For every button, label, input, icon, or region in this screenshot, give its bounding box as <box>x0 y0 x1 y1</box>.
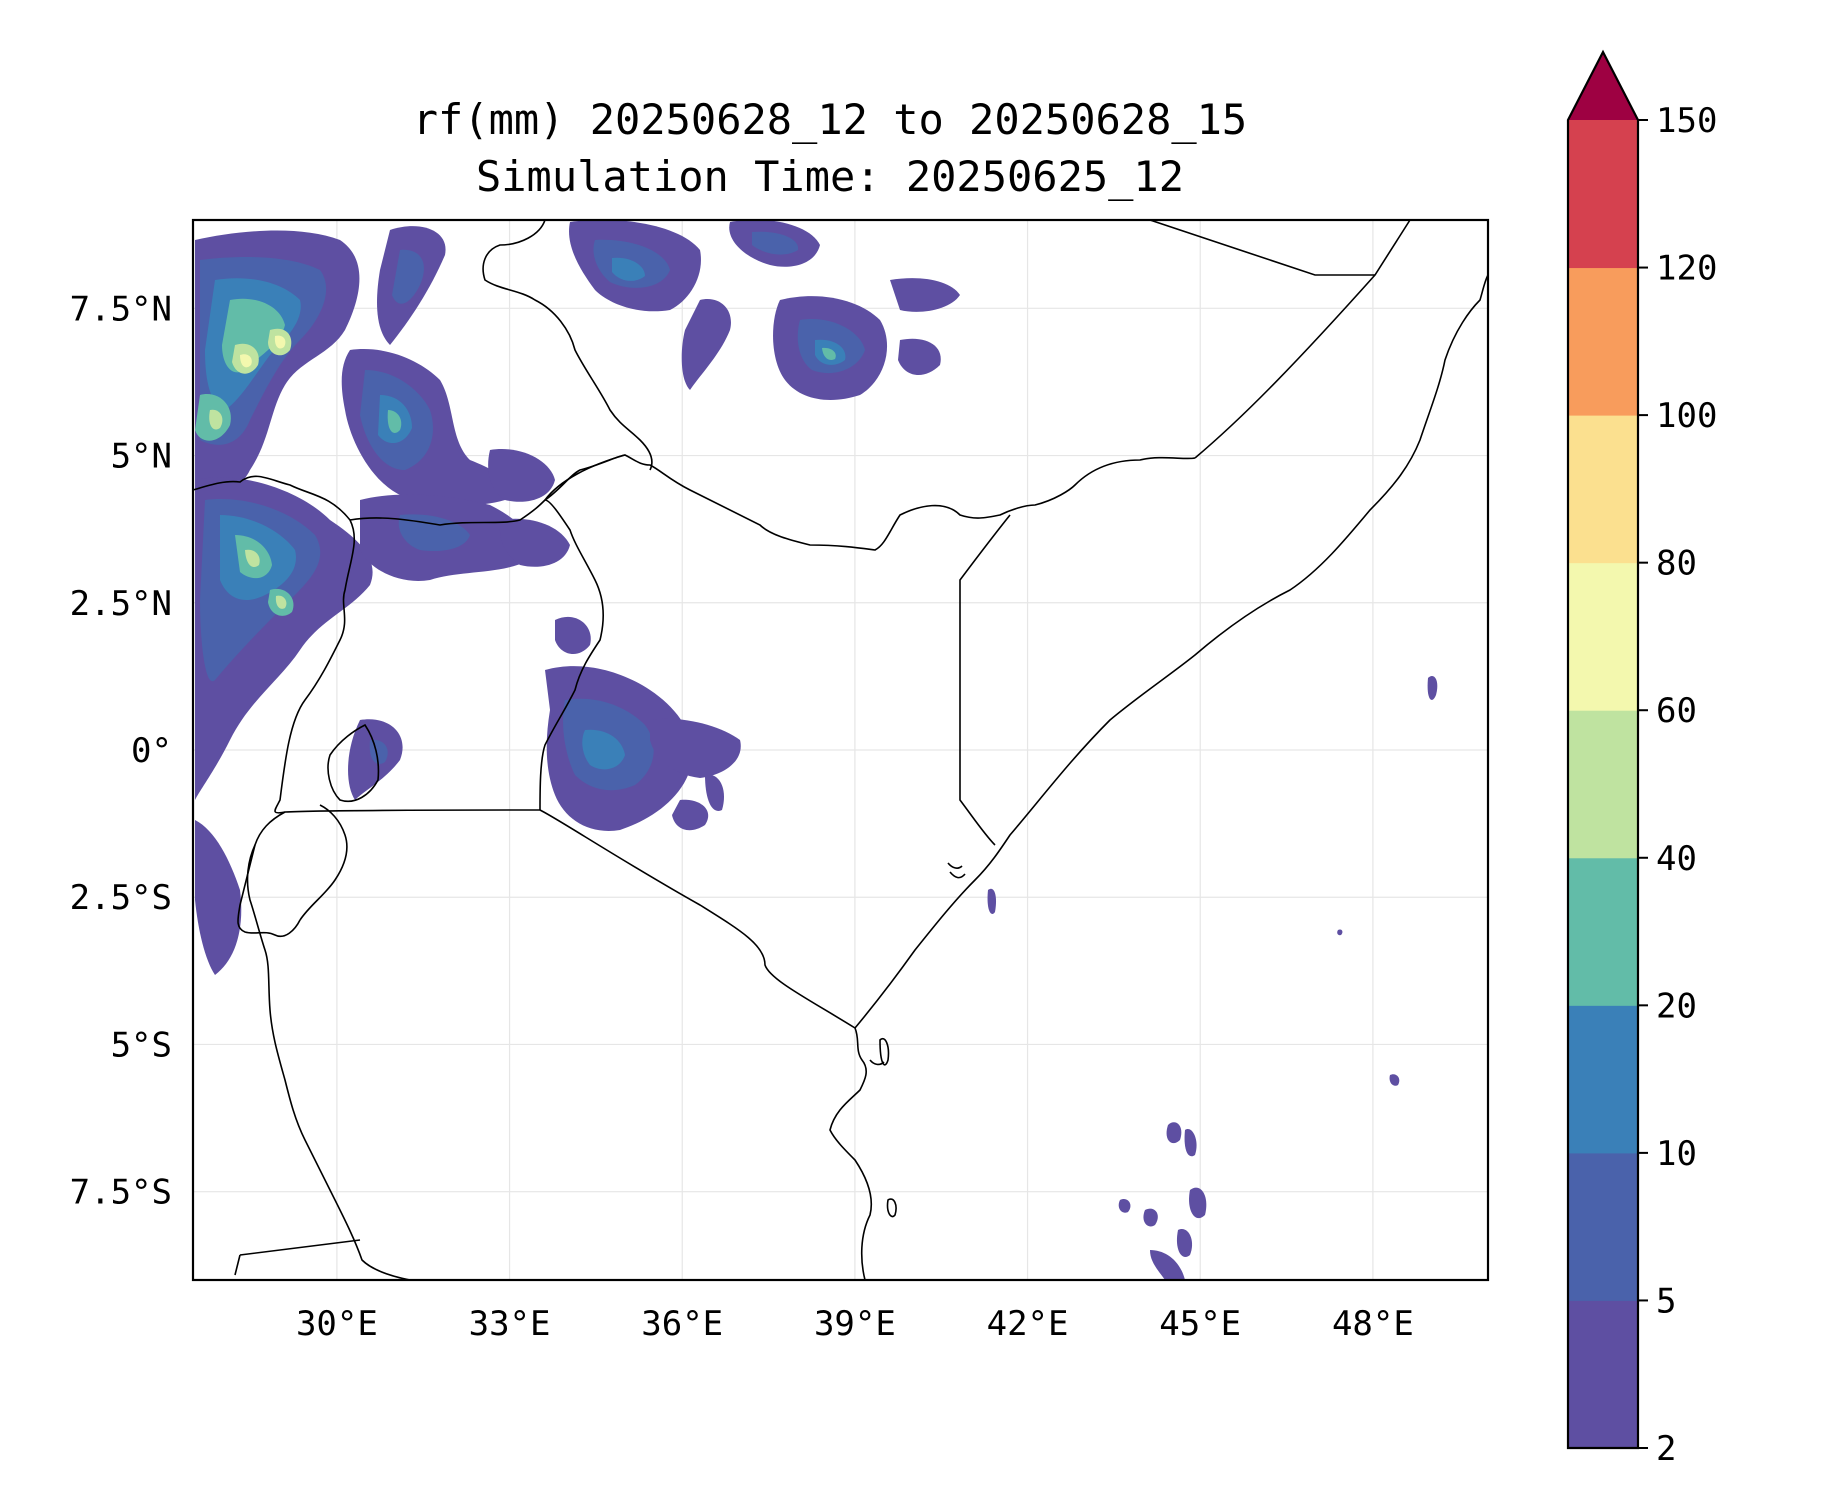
colorbar-segment <box>1568 120 1638 269</box>
colorbar-segment <box>1568 710 1638 859</box>
lat-tick-label: 0° <box>131 731 172 771</box>
island-mafia <box>886 1198 897 1218</box>
colorbar-tick-label: 40 <box>1656 839 1697 879</box>
border-rwanda-burundi <box>237 844 301 938</box>
colorbar-tick-label: 80 <box>1656 544 1697 584</box>
colorbar-tick-label: 20 <box>1656 986 1697 1026</box>
colorbar-extend-triangle <box>1568 52 1638 120</box>
colorbar-frame <box>1566 49 1640 1450</box>
island-zanzibar <box>879 1038 890 1066</box>
lon-tick-label: 42°E <box>987 1304 1069 1344</box>
colorbar-segment <box>1568 562 1638 711</box>
map-subtitle: Simulation Time: 20250625_12 <box>475 152 1184 201</box>
colorbar: 2 5 10 20 40 60 80 100 120 150 <box>1566 49 1717 1469</box>
colorbar-tick-label: 100 <box>1656 396 1717 436</box>
lat-tick-label: 7.5°S <box>70 1173 172 1213</box>
border-ethiopia-somalia <box>1194 220 1411 459</box>
lat-tick-label: 2.5°N <box>70 584 172 624</box>
lat-axis: 7.5°N 5°N 2.5°N 0° 2.5°S 5°S 7.5°S <box>70 289 172 1212</box>
coastlines-borders <box>193 220 1488 1280</box>
lat-tick-label: 2.5°S <box>70 878 172 918</box>
border-south-sudan <box>349 454 626 526</box>
rain-cluster-ethiopia <box>569 220 960 400</box>
border-uganda-kenya <box>539 499 605 811</box>
colorbar-tick-label: 120 <box>1656 249 1717 289</box>
rainfall-field <box>195 220 1438 1280</box>
border-lake-victoria <box>299 804 348 921</box>
coastline-east-africa <box>829 1027 873 1280</box>
border-ethiopia-east <box>1149 220 1375 276</box>
border-ethiopia-north <box>482 220 653 471</box>
colorbar-segment <box>1568 1152 1638 1301</box>
map-title: rf(mm) 20250628_12 to 20250628_15 <box>412 95 1248 144</box>
lon-tick-label: 36°E <box>641 1304 723 1344</box>
colorbar-segment <box>1568 415 1638 564</box>
map-frame <box>191 218 1490 1282</box>
border-lake <box>327 723 380 802</box>
rain-cluster-central-north <box>341 226 508 506</box>
lat-tick-label: 7.5°N <box>70 289 172 329</box>
border-ethiopia-kenya <box>544 454 1196 551</box>
lat-tick-label: 5°S <box>111 1025 172 1065</box>
lon-tick-label: 39°E <box>814 1304 896 1344</box>
lon-tick-label: 45°E <box>1159 1304 1241 1344</box>
rain-scatter-east <box>987 675 1438 1280</box>
gridlines <box>193 220 1488 1280</box>
border-kenya-somalia <box>959 514 1011 846</box>
lon-tick-label: 33°E <box>469 1304 551 1344</box>
lon-tick-label: 48°E <box>1332 1304 1414 1344</box>
colorbar-tick-label: 10 <box>1656 1134 1697 1174</box>
lon-axis: 30°E 33°E 36°E 39°E 42°E 45°E 48°E <box>296 1304 1414 1344</box>
lon-tick-label: 30°E <box>296 1304 378 1344</box>
colorbar-segment <box>1568 1300 1638 1449</box>
colorbar-segment <box>1568 1005 1638 1154</box>
colorbar-tick-label: 5 <box>1656 1281 1676 1321</box>
coastline-somalia <box>854 274 1488 1029</box>
colorbar-segment <box>1568 267 1638 416</box>
rain-cluster-west <box>195 230 360 490</box>
colorbar-tick-label: 2 <box>1656 1429 1676 1469</box>
colorbar-tick-label: 60 <box>1656 691 1697 731</box>
border-kenya-tanzania-west <box>246 811 411 1280</box>
colorbar-segment <box>1568 857 1638 1006</box>
colorbar-tick-label: 150 <box>1656 101 1717 141</box>
rain-cluster-kenya <box>348 449 741 831</box>
coast-details <box>869 862 966 1066</box>
country-borders <box>193 475 856 1029</box>
border-south-west <box>234 1239 361 1276</box>
lat-tick-label: 5°N <box>111 437 172 477</box>
rain-cluster-uganda <box>195 477 533 975</box>
